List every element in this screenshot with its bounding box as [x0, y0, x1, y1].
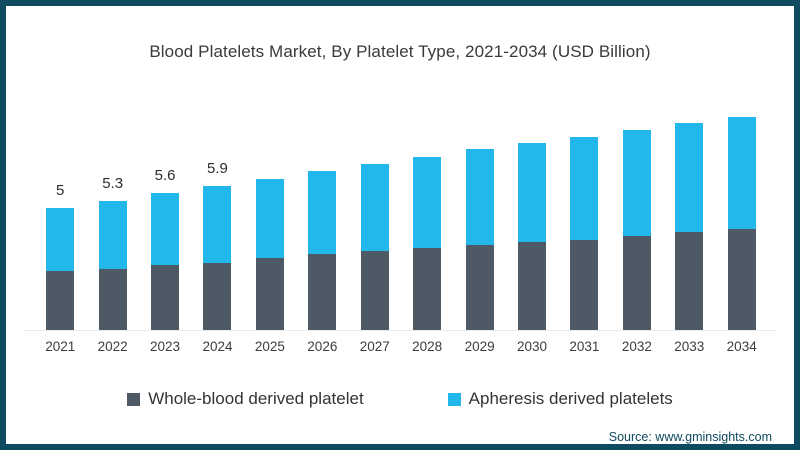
- bar-value-label: 5.3: [102, 174, 124, 192]
- x-axis-label-2034: 2034: [726, 339, 757, 354]
- apheresis-segment: [151, 193, 180, 266]
- legend: Whole-blood derived platelet Apheresis de…: [6, 389, 794, 409]
- whole-blood-segment: [98, 269, 127, 330]
- apheresis-segment: [255, 178, 284, 259]
- bar-value-label: 5.9: [207, 160, 228, 178]
- bar-group-2021: 5: [34, 116, 86, 330]
- legend-swatch-icon: [447, 392, 461, 406]
- whole-blood-segment: [308, 254, 337, 330]
- bar-group-2031: [558, 116, 610, 330]
- apheresis-segment: [360, 164, 389, 251]
- x-axis-label-2022: 2022: [97, 339, 128, 354]
- x-axis-label-2025: 2025: [254, 339, 285, 354]
- whole-blood-segment: [360, 250, 389, 330]
- apheresis-segment: [465, 149, 494, 245]
- bar-group-2033: [663, 116, 715, 330]
- apheresis-segment: [570, 137, 599, 240]
- whole-blood-segment: [570, 239, 599, 330]
- bar-group-2032: [611, 116, 663, 330]
- whole-blood-segment: [151, 265, 180, 330]
- bar-group-2030: [506, 116, 558, 330]
- x-axis-label-2024: 2024: [202, 339, 233, 354]
- apheresis-segment: [675, 122, 704, 233]
- whole-blood-segment: [203, 262, 232, 330]
- source-note: Source: www.gminsights.com: [608, 430, 772, 444]
- whole-blood-segment: [255, 258, 284, 330]
- x-axis-label-2027: 2027: [359, 339, 390, 354]
- whole-blood-segment: [727, 228, 756, 330]
- x-axis-label-2026: 2026: [307, 339, 338, 354]
- bar-plot-area: 5 5.3 5.6 5.9: [34, 116, 768, 330]
- apheresis-segment: [413, 156, 442, 249]
- whole-blood-segment: [413, 248, 442, 330]
- bar-value-label: 5: [56, 182, 65, 199]
- whole-blood-segment: [675, 232, 704, 330]
- legend-label: Apheresis derived platelets: [468, 389, 673, 408]
- apheresis-segment: [622, 129, 651, 237]
- x-axis-label-2032: 2032: [621, 339, 652, 354]
- bar-group-2028: [401, 116, 453, 330]
- x-axis-label-2030: 2030: [516, 339, 548, 354]
- x-axis-label-2021: 2021: [45, 339, 76, 354]
- legend-swatch-icon: [127, 392, 141, 406]
- bar-group-2026: [296, 116, 348, 330]
- legend-label: Whole-blood derived platelet: [148, 389, 364, 408]
- whole-blood-segment: [622, 236, 651, 330]
- x-axis-label-2033: 2033: [674, 339, 705, 354]
- bar-value-label: 5.6: [154, 167, 176, 185]
- apheresis-segment: [727, 116, 756, 229]
- bar-group-2034: [715, 116, 767, 330]
- bar-group-2023: 5.6: [139, 116, 191, 330]
- x-axis-label-2029: 2029: [464, 339, 495, 354]
- bar-group-2029: [453, 116, 505, 330]
- x-axis-label-2023: 2023: [150, 339, 181, 354]
- legend-item: Whole-blood derived platelet: [127, 389, 364, 409]
- apheresis-segment: [98, 200, 127, 269]
- whole-blood-segment: [46, 271, 75, 330]
- apheresis-segment: [46, 208, 75, 272]
- x-axis-label-2028: 2028: [412, 339, 443, 354]
- bar-group-2027: [349, 116, 401, 330]
- whole-blood-segment: [518, 242, 546, 330]
- whole-blood-segment: [465, 244, 494, 330]
- bar-group-2022: 5.3: [86, 116, 138, 330]
- legend-item: Apheresis derived platelets: [447, 389, 673, 409]
- apheresis-segment: [308, 171, 337, 255]
- bar-group-2024: 5.9: [191, 116, 243, 330]
- x-axis-line: [24, 330, 776, 331]
- apheresis-segment: [203, 186, 232, 263]
- x-axis-labels: 2021 2022 2023 2024 2025 2026 2027 2028 2029 2030…: [34, 339, 768, 354]
- bar-group-2025: [244, 116, 296, 330]
- x-axis-label-2031: 2031: [569, 339, 600, 354]
- chart-title: Blood Platelets Market, By Platelet Type…: [149, 42, 651, 61]
- apheresis-segment: [518, 143, 546, 243]
